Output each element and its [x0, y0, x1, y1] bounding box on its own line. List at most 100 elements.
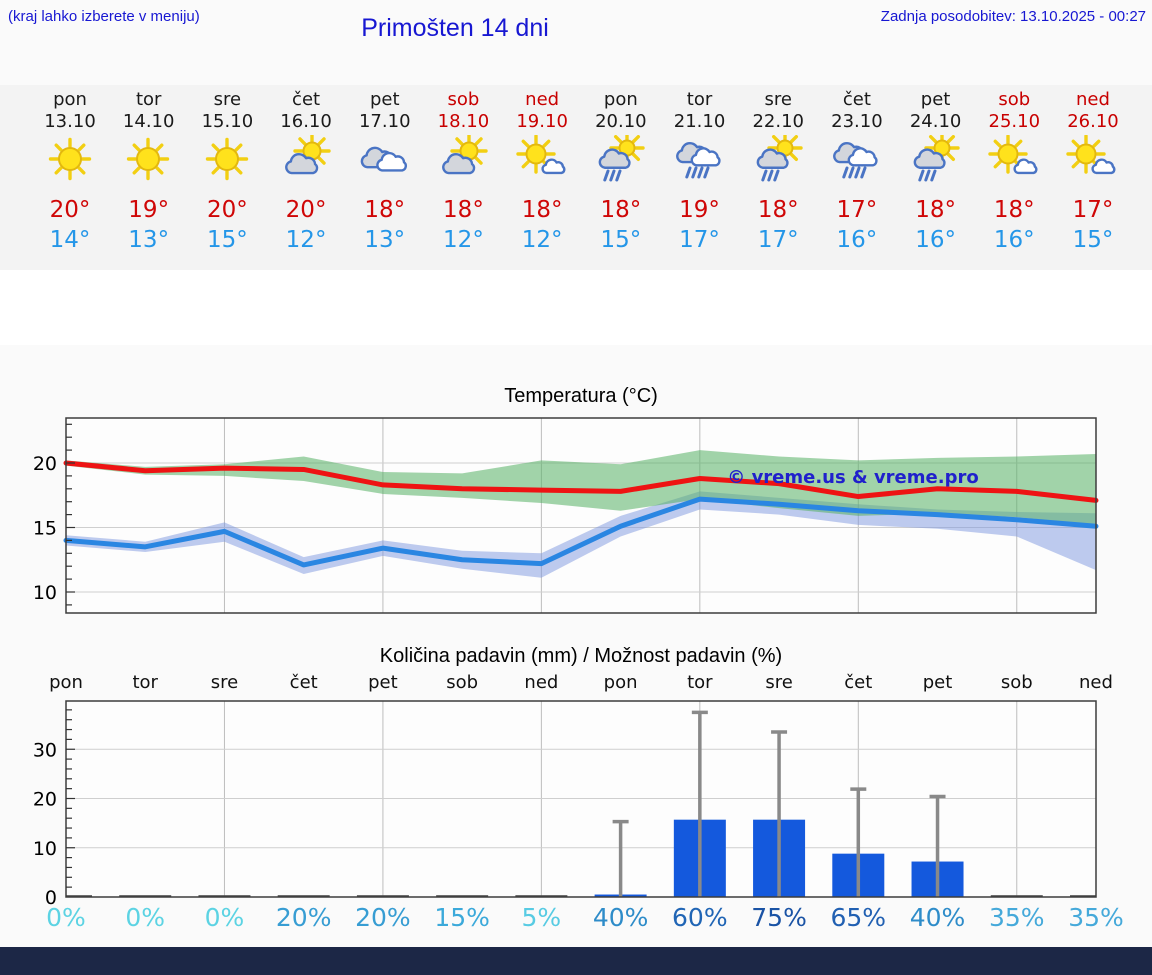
precip-probability-label: 0%: [204, 903, 245, 932]
precip-probability-label: 20%: [275, 903, 332, 932]
low-temp-label: 14°: [49, 227, 91, 253]
day-date-label: 17.10: [358, 111, 411, 132]
day-name-label: čet: [292, 89, 321, 110]
precip-axis-tick-label: 30: [33, 739, 57, 761]
precip-probability-row: 0% 0% 0% 20% 20% 15% 5% 40% 60% 75% 65% 40% 35% 35%: [0, 903, 1152, 939]
high-temp-label: 20°: [206, 197, 248, 223]
precip-probability-label: 40%: [592, 903, 649, 932]
day-column: čet 23.10 17° 16°: [817, 85, 896, 270]
vreme-watermark-link[interactable]: © vreme.us & vreme.pro: [727, 467, 978, 488]
precip-probability-label: 35%: [988, 903, 1045, 932]
low-temp-label: 13°: [364, 227, 406, 253]
high-temp-label: 20°: [285, 197, 327, 223]
weather-icon-clouds-rain: [676, 141, 721, 179]
day-date-label: 13.10: [44, 111, 96, 132]
precip-day-label: tor: [687, 672, 713, 693]
max-temp-line: [63, 460, 1099, 503]
weather-icon-sun-cloud-rain: [598, 135, 646, 182]
day-date-label: 23.10: [831, 111, 883, 132]
weather-icon-clouds-rain: [833, 141, 878, 179]
day-column: sob 25.10 18° 16°: [975, 85, 1054, 270]
precip-probability-label: 0%: [46, 903, 86, 932]
precip-probability-label: 60%: [672, 903, 728, 932]
precip-probability-label: 20%: [355, 903, 411, 932]
high-temp-label: 19°: [128, 197, 170, 223]
day-date-label: 14.10: [122, 111, 175, 132]
temp-axis-tick-label: 20: [33, 453, 57, 475]
low-temp-label: 15°: [206, 227, 248, 253]
day-name-label: pet: [920, 89, 951, 110]
weather-icon-sun-cloud-right: [988, 135, 1038, 175]
precip-axis-tick-label: 10: [33, 838, 57, 860]
precip-day-label: sob: [446, 672, 479, 693]
precip-chart-title: Količina padavin (mm) / Možnost padavin …: [379, 645, 783, 667]
low-temp-label: 16°: [836, 227, 878, 253]
temperature-chart: 10 15 20 © vreme.us & vreme.pro: [33, 417, 1099, 614]
day-column: sre 15.10 20° 15°: [188, 85, 267, 270]
precip-day-label: pon: [49, 672, 83, 693]
precip-bar: [990, 895, 1043, 897]
precip-bar: [198, 895, 251, 897]
day-name-label: čet: [842, 89, 871, 110]
day-date-label: 19.10: [516, 111, 568, 132]
precip-bar: [119, 895, 172, 897]
high-temp-label: 18°: [521, 197, 563, 223]
weather-icon-sun-cloud-right: [515, 135, 566, 175]
day-date-label: 24.10: [909, 111, 962, 132]
low-temp-label: 17°: [679, 227, 720, 253]
low-temp-label: 12°: [285, 227, 327, 253]
precip-day-label: tor: [132, 672, 158, 693]
day-name-label: sre: [764, 89, 792, 110]
precip-axis-tick-label: 0: [45, 887, 57, 908]
high-temp-label: 19°: [679, 197, 720, 223]
day-date-label: 22.10: [752, 111, 804, 132]
precip-day-label: pet: [368, 672, 398, 693]
precip-day-label: sob: [1000, 672, 1033, 693]
day-name-label: ned: [1076, 89, 1110, 110]
high-temp-label: 17°: [1072, 197, 1114, 223]
weather-icon-sun: [48, 137, 91, 181]
weather-icon-sun-cloud-left: [442, 135, 488, 175]
day-name-label: pon: [603, 89, 638, 110]
high-temp-label: 18°: [364, 197, 406, 223]
last-update-label: Zadnja posodobitev: 13.10.2025 - 00:27: [880, 8, 1146, 25]
day-name-label: tor: [135, 89, 162, 110]
low-temp-label: 16°: [915, 227, 956, 253]
day-column: čet 16.10 20° 12°: [267, 85, 346, 270]
high-temp-label: 20°: [49, 197, 91, 223]
spacer-band: [0, 270, 1152, 345]
day-date-label: 25.10: [988, 111, 1041, 132]
precip-day-label: pet: [922, 672, 953, 693]
weather-icon-sun: [126, 137, 170, 181]
precip-whiskers: [612, 710, 946, 897]
day-column: ned 26.10 17° 15°: [1053, 85, 1132, 270]
precip-probability-label: 75%: [751, 903, 807, 932]
day-date-label: 20.10: [595, 111, 647, 132]
precip-probability-label: 5%: [521, 903, 562, 932]
weather-icon-sun-cloud-rain: [913, 135, 960, 182]
precip-bar: [515, 895, 568, 897]
day-date-label: 15.10: [201, 111, 254, 132]
min-temp-line: [63, 496, 1099, 568]
high-temp-label: 18°: [915, 197, 956, 223]
high-temp-label: 17°: [836, 197, 878, 223]
high-temp-label: 18°: [993, 197, 1035, 223]
day-column: tor 14.10 19° 13°: [109, 85, 188, 270]
day-name-label: sob: [998, 89, 1031, 110]
low-temp-label: 15°: [600, 227, 642, 253]
day-name-label: sob: [447, 89, 480, 110]
day-column: sre 22.10 18° 17°: [739, 85, 818, 270]
precip-day-label: sre: [765, 672, 793, 693]
low-temp-label: 12°: [443, 227, 484, 253]
precip-bar: [66, 895, 92, 897]
low-temp-label: 16°: [993, 227, 1035, 253]
weather-icon-sun-cloud-rain: [756, 135, 803, 182]
low-temp-label: 17°: [757, 227, 799, 253]
precip-day-labels-row: pon tor sre čet pet sob ned pon tor sre čet pet sob n…: [0, 672, 1152, 696]
location-hint: (kraj lahko izberete v meniju): [8, 8, 200, 25]
day-date-label: 18.10: [437, 111, 490, 132]
day-name-label: pon: [53, 89, 87, 110]
precip-probability-label: 15%: [434, 903, 490, 932]
low-temp-label: 13°: [128, 227, 170, 253]
temp-axis-tick-label: 10: [33, 582, 57, 604]
